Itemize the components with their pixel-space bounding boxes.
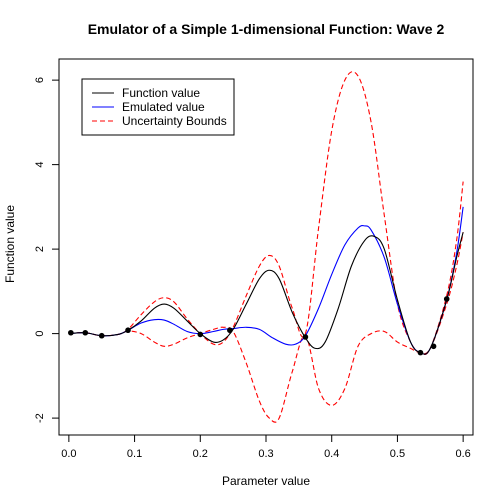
x-tick-label: 0.0 [61, 448, 76, 460]
legend-label: Uncertainty Bounds [122, 114, 227, 128]
legend-label: Emulated value [122, 100, 205, 114]
design-points [68, 296, 450, 356]
x-tick-label: 0.3 [258, 448, 273, 460]
y-tick-label: 6 [34, 77, 46, 83]
x-axis-label: Parameter value [222, 474, 310, 488]
design-point [227, 327, 233, 334]
design-point [197, 331, 204, 338]
series-line-uncertainty-bounds-upper [68, 71, 464, 356]
y-axis-label: Function value [3, 205, 17, 283]
x-tick-label: 0.1 [127, 448, 142, 460]
x-tick-label: 0.5 [390, 448, 405, 460]
design-point [125, 327, 131, 334]
legend-label: Function value [122, 86, 200, 100]
y-tick-label: -2 [34, 413, 46, 423]
design-point [430, 343, 437, 350]
x-tick-label: 0.6 [455, 448, 470, 460]
x-tick-label: 0.4 [324, 448, 339, 460]
y-axis: -2 0 2 4 6 [34, 77, 60, 423]
series-line-emulated-value [68, 206, 464, 355]
design-point [443, 296, 450, 302]
y-tick-label: 0 [34, 331, 46, 337]
chart-title: Emulator of a Simple 1-dimensional Funct… [88, 21, 445, 37]
design-point [417, 349, 424, 356]
design-point [302, 334, 309, 340]
y-tick-label: 2 [34, 246, 46, 252]
x-axis: 0.0 0.1 0.2 0.3 0.4 0.5 0.6 [61, 434, 471, 460]
series-line-uncertainty-bounds-lower [68, 232, 464, 423]
series-line-function-value [68, 232, 464, 355]
design-point [98, 332, 105, 339]
y-tick-label: 4 [34, 162, 46, 168]
x-tick-label: 0.2 [193, 448, 208, 460]
design-point [82, 329, 89, 336]
design-point [68, 329, 74, 336]
series-layer [68, 71, 464, 423]
